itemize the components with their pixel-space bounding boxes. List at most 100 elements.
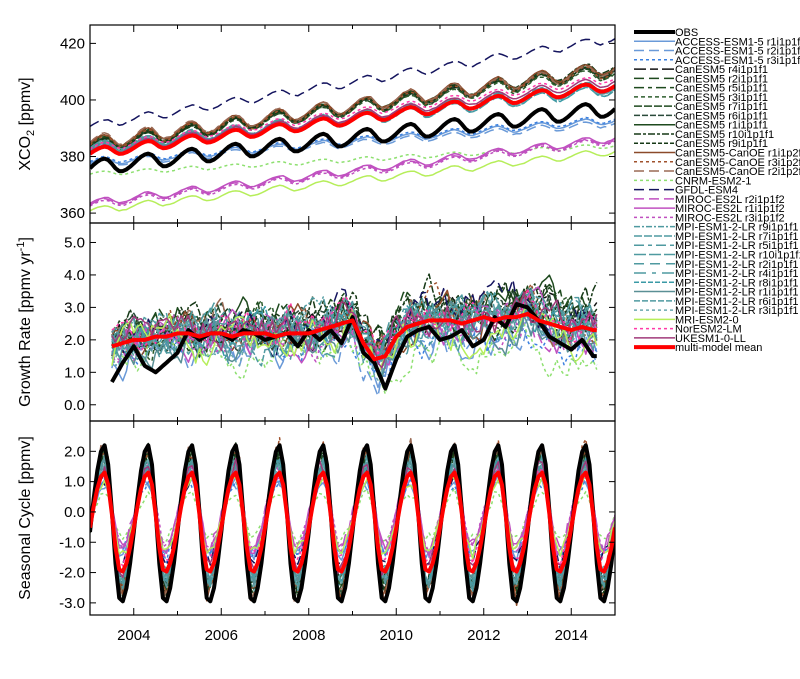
y-tick-label: 2.0 xyxy=(64,332,85,349)
legend-entry: GFDL-ESM4 xyxy=(634,185,738,197)
x-tick-label: 2012 xyxy=(467,627,500,644)
legend-label: MPI-ESM1-2-LR r7i1p1f1 xyxy=(675,231,799,243)
legend-entry: CanESM5 r1i1p1f1 xyxy=(634,120,768,132)
series-line-multi-model-mean xyxy=(90,82,615,156)
series-line-miroc-es2l-r3i1p1f2 xyxy=(90,139,615,207)
legend-label: MPI-ESM1-2-LR r9i1p1f1 xyxy=(675,222,799,234)
x-tick-label: 2010 xyxy=(380,627,413,644)
xco2-panel-lines xyxy=(90,38,615,212)
legend-label: CanESM5 r9i1p1f1 xyxy=(675,138,768,150)
legend-entry: CanESM5 r6i1p1f1 xyxy=(634,110,768,122)
legend-label: MPI-ESM1-2-LR r4i1p1f1 xyxy=(675,268,799,280)
y-tick-label: 3.0 xyxy=(64,299,85,316)
xco2-axis-label: XCO2 [ppmv] xyxy=(17,77,37,170)
legend-label: CanESM5-CanOE r1i1p2f1 xyxy=(675,148,800,160)
series-line-miroc-es2l-r3i1p1f2 xyxy=(111,301,597,372)
x-tick-label: 2014 xyxy=(555,627,588,644)
x-tick-label: 2004 xyxy=(117,627,150,644)
legend-entry: UKESM1-0-LL xyxy=(634,333,746,345)
legend-entry: CanESM5 r2i1p1f1 xyxy=(634,73,768,85)
legend-label: ACCESS-ESM1-5 r3i1p1f1 xyxy=(675,55,800,67)
legend-entry: NorESM2-LM xyxy=(634,324,742,336)
y-tick-label: 1.0 xyxy=(64,364,85,381)
legend-label: CanESM5 r4i1p1f1 xyxy=(675,64,768,76)
legend-label: ACCESS-ESM1-5 r2i1p1f1 xyxy=(675,46,800,58)
series-line-obs xyxy=(90,102,615,174)
legend-entry: MPI-ESM1-2-LR r4i1p1f1 xyxy=(634,268,799,280)
legend-label: CanESM5 r7i1p1f1 xyxy=(675,101,768,113)
series-line-multi-model-mean xyxy=(111,311,597,362)
legend-label: CanESM5-CanOE r3i1p2f1 xyxy=(675,157,800,169)
legend-label: CanESM5 r3i1p1f1 xyxy=(675,92,768,104)
legend-label: UKESM1-0-LL xyxy=(675,333,746,345)
legend-entry: CanESM5 r10i1p1f1 xyxy=(634,129,774,141)
legend-label: MPI-ESM1-2-LR r1i1p1f1 xyxy=(675,287,799,299)
y-tick-label: 380 xyxy=(60,149,85,166)
legend-entry: MPI-ESM1-2-LR r2i1p1f1 xyxy=(634,259,799,271)
legend-entry: CanESM5 r7i1p1f1 xyxy=(634,101,768,113)
legend-label: CanESM5 r2i1p1f1 xyxy=(675,73,768,85)
legend-label: ACCESS-ESM1-5 r1i1p1f1 xyxy=(675,36,800,48)
tick-marks: 360 380 400 420 0.0 1.0 2.0 3.0 4.0 5.0 -3.0 -2.0 -1… xyxy=(59,25,616,644)
growth-axis-label: Growth Rate [ppmv yr-1] xyxy=(15,237,34,407)
legend-entry: MPI-ESM1-2-LR r8i1p1f1 xyxy=(634,277,799,289)
legend-entry: MPI-ESM1-2-LR r3i1p1f1 xyxy=(634,305,799,317)
legend-label: MPI-ESM1-2-LR r3i1p1f1 xyxy=(675,305,799,317)
y-tick-label: 5.0 xyxy=(64,234,85,251)
series-line-mpi-esm1-2-lr-r1i1p1f1 xyxy=(111,300,598,381)
series-line-cnrm-esm2-1 xyxy=(111,322,598,395)
seasonal-panel-lines xyxy=(90,436,615,607)
legend-entry: ACCESS-ESM1-5 r3i1p1f1 xyxy=(634,55,800,67)
series-line-mri-esm2-0 xyxy=(90,150,615,212)
legend-entry: MIROC-ES2L r3i1p1f2 xyxy=(634,212,785,224)
legend-label: MPI-ESM1-2-LR r5i1p1f1 xyxy=(675,240,799,252)
x-tick-label: 2006 xyxy=(205,627,238,644)
y-tick-label: 1.0 xyxy=(64,474,85,491)
series-line-canesm5-r9i1p1f1 xyxy=(90,66,615,149)
x-tick-label: 2008 xyxy=(292,627,325,644)
legend-entry: MPI-ESM1-2-LR r6i1p1f1 xyxy=(634,296,799,308)
legend-entry: MPI-ESM1-2-LR r9i1p1f1 xyxy=(634,222,799,234)
legend-entry: MIROC-ES2L r1i1p1f2 xyxy=(634,203,785,215)
series-line-gfdl-esm4 xyxy=(90,38,615,128)
legend-entry: CanESM5-CanOE r3i1p2f1 xyxy=(634,157,800,169)
legend-label: CanESM5 r1i1p1f1 xyxy=(675,120,768,132)
legend-label: CanESM5 r5i1p1f1 xyxy=(675,83,768,95)
legend-label: MPI-ESM1-2-LR r8i1p1f1 xyxy=(675,277,799,289)
legend-label: CanESM5 r10i1p1f1 xyxy=(675,129,774,141)
seasonal-axis-label: Seasonal Cycle [ppmv] xyxy=(17,436,34,600)
legend-label: CNRM-ESM2-1 xyxy=(675,175,751,187)
legend-label: MIROC-ES2L r1i1p1f2 xyxy=(675,203,785,215)
legend-entry: MPI-ESM1-2-LR r7i1p1f1 xyxy=(634,231,799,243)
y-tick-label: 360 xyxy=(60,205,85,222)
legend-entry: CanESM5 r5i1p1f1 xyxy=(634,83,768,95)
legend-entry: CNRM-ESM2-1 xyxy=(634,175,751,187)
legend-entry: multi-model mean xyxy=(634,342,762,354)
legend-label: MPI-ESM1-2-LR r2i1p1f1 xyxy=(675,259,799,271)
legend-entry: MPI-ESM1-2-LR r1i1p1f1 xyxy=(634,287,799,299)
series-line-noresm2-lm xyxy=(90,77,615,150)
legend-entry: CanESM5 r9i1p1f1 xyxy=(634,138,768,150)
legend-entry: MPI-ESM1-2-LR r10i1p1f1 xyxy=(634,249,800,261)
y-tick-label: 0.0 xyxy=(64,504,85,521)
legend-label: MIROC-ES2L r3i1p1f2 xyxy=(675,212,785,224)
legend-entry: CanESM5 r3i1p1f1 xyxy=(634,92,768,104)
legend-label: OBS xyxy=(675,27,698,39)
legend-entry: CanESM5 r4i1p1f1 xyxy=(634,64,768,76)
y-tick-label: -1.0 xyxy=(59,534,85,551)
legend-entry: CanESM5-CanOE r2i1p2f1 xyxy=(634,166,800,178)
y-tick-label: 2.0 xyxy=(64,443,85,460)
legend-entry: ACCESS-ESM1-5 r2i1p1f1 xyxy=(634,46,800,58)
series-line-ukesm1-0-ll xyxy=(111,291,598,369)
legend-entry: MPI-ESM1-2-LR r5i1p1f1 xyxy=(634,240,799,252)
y-tick-label: 400 xyxy=(60,92,85,109)
series-line-canesm5-canoe-r2i1p2f1 xyxy=(90,65,615,146)
legend-entry: ACCESS-ESM1-5 r1i1p1f1 xyxy=(634,36,800,48)
legend-label: CanESM5 r6i1p1f1 xyxy=(675,110,768,122)
growth-panel-lines xyxy=(110,273,598,397)
series-line-access-esm1-5-r3i1p1f1 xyxy=(111,318,598,377)
y-tick-label: 4.0 xyxy=(64,267,85,284)
